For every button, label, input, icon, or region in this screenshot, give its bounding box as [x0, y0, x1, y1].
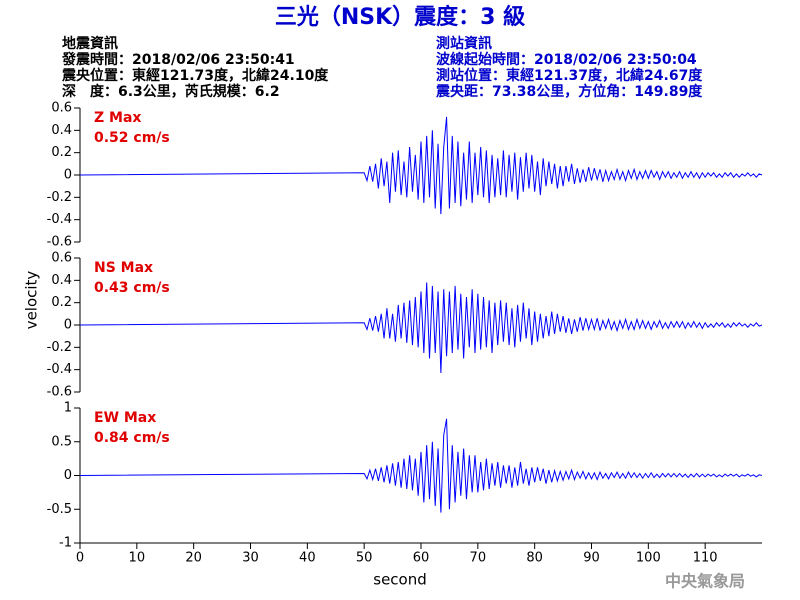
y-tick-label: -0.6: [47, 235, 72, 250]
y-tick-label: 0.4: [51, 273, 72, 288]
x-tick-label: 90: [583, 551, 600, 566]
x-tick-label: 50: [356, 551, 373, 566]
y-tick-label: 0.5: [51, 434, 72, 449]
max-label: 0.52 cm/s: [94, 130, 170, 146]
x-tick-label: 110: [693, 551, 718, 566]
waveform: [79, 282, 763, 374]
x-tick-label: 30: [242, 551, 259, 566]
panel-label: EW Max: [94, 410, 156, 426]
y-tick-label: -0.6: [47, 385, 72, 400]
x-tick-label: 100: [636, 551, 661, 566]
x-tick-label: 0: [76, 551, 84, 566]
y-tick-label: -0.4: [47, 362, 72, 377]
info-line: 測站資訊: [436, 35, 492, 52]
x-tick-label: 10: [129, 551, 146, 566]
y-tick-label: -0.4: [47, 212, 72, 227]
y-tick-label: 0.6: [51, 251, 72, 266]
info-line: 測站位置：東經121.37度，北緯24.67度: [436, 67, 703, 84]
y-tick-label: 0.4: [51, 123, 72, 138]
y-tick-label: 0: [64, 168, 72, 183]
x-tick-label: 80: [526, 551, 543, 566]
y-tick-label: 0.6: [51, 101, 72, 116]
y-tick-label: 0: [64, 468, 72, 483]
info-line: 震央距：73.38公里，方位角：149.89度: [435, 83, 703, 100]
panel-label: NS Max: [94, 260, 153, 276]
footer: 中央氣象局: [665, 572, 745, 591]
info-line: 波線起始時間：2018/02/06 23:50:04: [436, 51, 697, 68]
x-tick-label: 40: [299, 551, 316, 566]
x-tick-label: 70: [470, 551, 487, 566]
waveform: [79, 418, 763, 513]
x-tick-label: 20: [185, 551, 202, 566]
y-tick-label: 0.2: [51, 295, 72, 310]
y-tick-label: -0.5: [47, 502, 72, 517]
chart-title: 三光（NSK）震度：3 級: [275, 4, 525, 30]
y-tick-label: -1: [59, 536, 72, 551]
info-line: 發震時間：2018/02/06 23:50:41: [61, 51, 295, 68]
info-line: 震央位置：東經121.73度，北緯24.10度: [61, 67, 329, 84]
info-line: 深 度：6.3公里，芮氏規模：6.2: [62, 83, 280, 100]
max-label: 0.43 cm/s: [94, 280, 170, 296]
y-tick-label: 1: [64, 401, 72, 416]
x-axis-label: second: [373, 571, 427, 589]
panel-label: Z Max: [94, 110, 141, 126]
info-line: 地震資訊: [62, 35, 118, 52]
y-tick-label: 0: [64, 318, 72, 333]
x-tick-label: 60: [413, 551, 430, 566]
y-tick-label: 0.2: [51, 145, 72, 160]
waveform: [79, 116, 763, 215]
y-tick-label: -0.2: [47, 340, 72, 355]
max-label: 0.84 cm/s: [94, 430, 170, 446]
y-axis-label: velocity: [23, 271, 41, 330]
y-tick-label: -0.2: [47, 190, 72, 205]
